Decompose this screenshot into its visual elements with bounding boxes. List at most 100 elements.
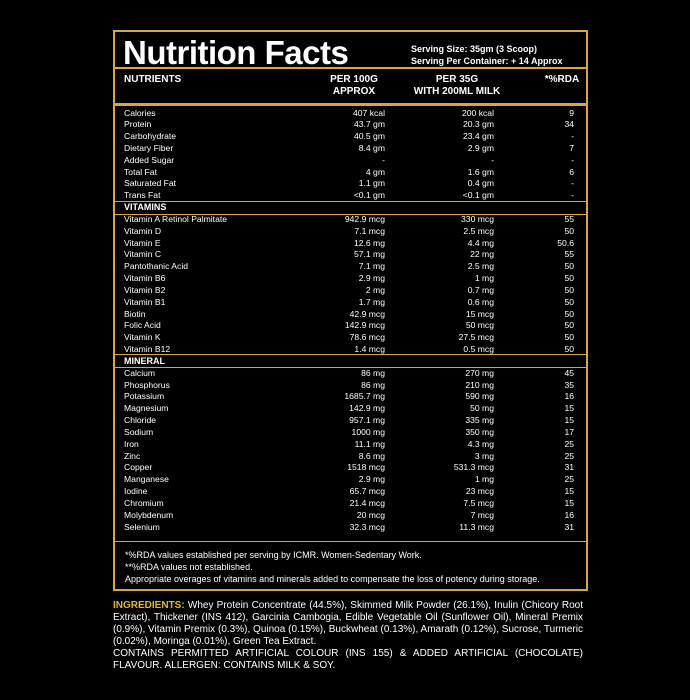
nutrient-value: 7.5 mcg: [463, 497, 494, 508]
nutrition-panel: Nutrition Facts Serving Size: 35gm (3 Sc…: [113, 30, 588, 591]
nutrient-name: Trans Fat: [124, 190, 161, 201]
nutrient-name: Magnesium: [124, 403, 169, 414]
nutrient-value: 1.7 mg: [358, 296, 385, 307]
nutrient-value: 1 mg: [474, 273, 494, 284]
nutrient-name: Vitamin C: [124, 249, 162, 260]
nutrient-value: 9: [569, 107, 574, 118]
serving-size: Serving Size: 35gm (3 Scoop): [411, 44, 538, 54]
nutrient-value: 20 mcg: [356, 509, 385, 520]
nutrient-value: 23 mcg: [465, 486, 494, 497]
nutrient-name: Molybdenum: [124, 509, 174, 520]
divider: [115, 354, 586, 356]
nutrient-name: Vitamin K: [124, 332, 161, 343]
nutrient-value: 86 mg: [361, 367, 385, 378]
nutrient-value: 407 kcal: [352, 107, 385, 118]
nutrient-name: Vitamin B6: [124, 273, 166, 284]
nutrient-value: 50: [564, 296, 574, 307]
nutrient-value: 335 mg: [465, 415, 494, 426]
nutrient-value: 7: [569, 142, 574, 153]
divider: [115, 213, 586, 215]
nutrient-name: Added Sugar: [124, 154, 175, 165]
nutrient-value: 6: [569, 166, 574, 177]
nutrient-value: -: [571, 190, 574, 201]
nutrient-value: <0.1 gm: [462, 190, 494, 201]
nutrient-value: -: [382, 154, 385, 165]
nutrient-value: 2.9 mg: [358, 273, 385, 284]
nutrient-name: Saturated Fat: [124, 178, 177, 189]
divider: [115, 67, 586, 69]
nutrient-value: 50 mg: [470, 403, 494, 414]
nutrient-value: 34: [564, 119, 574, 130]
nutrient-value: 142.9 mcg: [344, 320, 385, 331]
nutrient-value: 86 mg: [361, 379, 385, 390]
nutrient-value: -: [571, 154, 574, 165]
section-title: VITAMINS: [124, 202, 167, 213]
nutrient-value: 45: [564, 367, 574, 378]
nutrient-value: 31: [564, 521, 574, 532]
ingredients-label: INGREDIENTS:: [113, 600, 185, 611]
nutrient-value: 0.6 mg: [467, 296, 494, 307]
nutrient-value: 270 mg: [465, 367, 494, 378]
nutrient-name: Iodine: [124, 486, 148, 497]
nutrient-value: 50: [564, 344, 574, 355]
nutrient-value: 50: [564, 225, 574, 236]
nutrient-value: 50: [564, 308, 574, 319]
nutrient-value: 35: [564, 379, 574, 390]
nutrient-value: 4.4 mg: [467, 237, 494, 248]
nutrient-value: 8.6 mg: [358, 450, 385, 461]
nutrient-name: Zinc: [124, 450, 141, 461]
nutrient-name: Protein: [124, 119, 152, 130]
nutrient-value: 25: [564, 438, 574, 449]
nutrient-value: 25: [564, 474, 574, 485]
divider: [115, 540, 586, 542]
nutrient-value: 7.1 mcg: [354, 225, 385, 236]
nutrient-value: 1518 mcg: [347, 462, 385, 473]
divider: [115, 103, 586, 106]
nutrient-name: Vitamin B12: [124, 344, 171, 355]
nutrient-value: 65.7 mcg: [349, 486, 385, 497]
column-header: *%RDA: [544, 74, 580, 85]
nutrient-value: 4 gm: [365, 166, 385, 177]
footnote: *%RDA values established per serving by …: [125, 549, 422, 560]
nutrient-value: 2 mg: [365, 284, 385, 295]
nutrient-value: 57.1 mg: [353, 249, 385, 260]
nutrient-name: Vitamin A Retinol Palmitate: [124, 213, 228, 224]
nutrient-value: 50 mcg: [465, 320, 494, 331]
nutrient-value: 330 mcg: [461, 213, 494, 224]
nutrient-value: 1.4 mcg: [354, 344, 385, 355]
nutrient-value: 50.6: [557, 237, 574, 248]
nutrient-value: 12.6 mg: [353, 237, 385, 248]
nutrient-value: 50: [564, 261, 574, 272]
nutrient-name: Folic Acid: [124, 320, 161, 331]
nutrient-value: 1.1 gm: [358, 178, 385, 189]
nutrient-value: 957.1 mg: [349, 415, 385, 426]
nutrient-name: Biotin: [124, 308, 146, 319]
ingredients-notes: CONTAINS PERMITTED ARTIFICIAL COLOUR (IN…: [113, 648, 583, 671]
nutrient-value: 200 kcal: [461, 107, 494, 118]
section-title: MINERAL: [124, 355, 165, 366]
nutrient-value: 50: [564, 284, 574, 295]
nutrient-name: Sodium: [124, 426, 154, 437]
nutrient-value: 15: [564, 486, 574, 497]
nutrient-name: Chromium: [124, 497, 164, 508]
column-header: NUTRIENTS: [124, 74, 182, 85]
nutrient-value: -: [571, 131, 574, 142]
nutrient-value: 210 mg: [465, 379, 494, 390]
nutrient-value: 50: [564, 273, 574, 284]
nutrient-value: 942.9 mcg: [344, 213, 385, 224]
nutrient-value: 16: [564, 509, 574, 520]
nutrient-value: 55: [564, 249, 574, 260]
nutrient-value: 17: [564, 426, 574, 437]
nutrient-value: 43.7 gm: [353, 119, 385, 130]
nutrient-value: 350 mg: [465, 426, 494, 437]
nutrient-value: 1 mg: [474, 474, 494, 485]
servings-per-container: Serving Per Container: + 14 Approx: [411, 56, 563, 66]
nutrient-value: 50: [564, 332, 574, 343]
nutrient-name: Vitamin E: [124, 237, 161, 248]
nutrient-value: 16: [564, 391, 574, 402]
nutrient-value: 23.4 gm: [462, 131, 494, 142]
nutrient-value: 15: [564, 415, 574, 426]
nutrient-value: 1.6 gm: [467, 166, 494, 177]
nutrient-name: Calories: [124, 107, 156, 118]
nutrient-name: Vitamin B2: [124, 284, 166, 295]
